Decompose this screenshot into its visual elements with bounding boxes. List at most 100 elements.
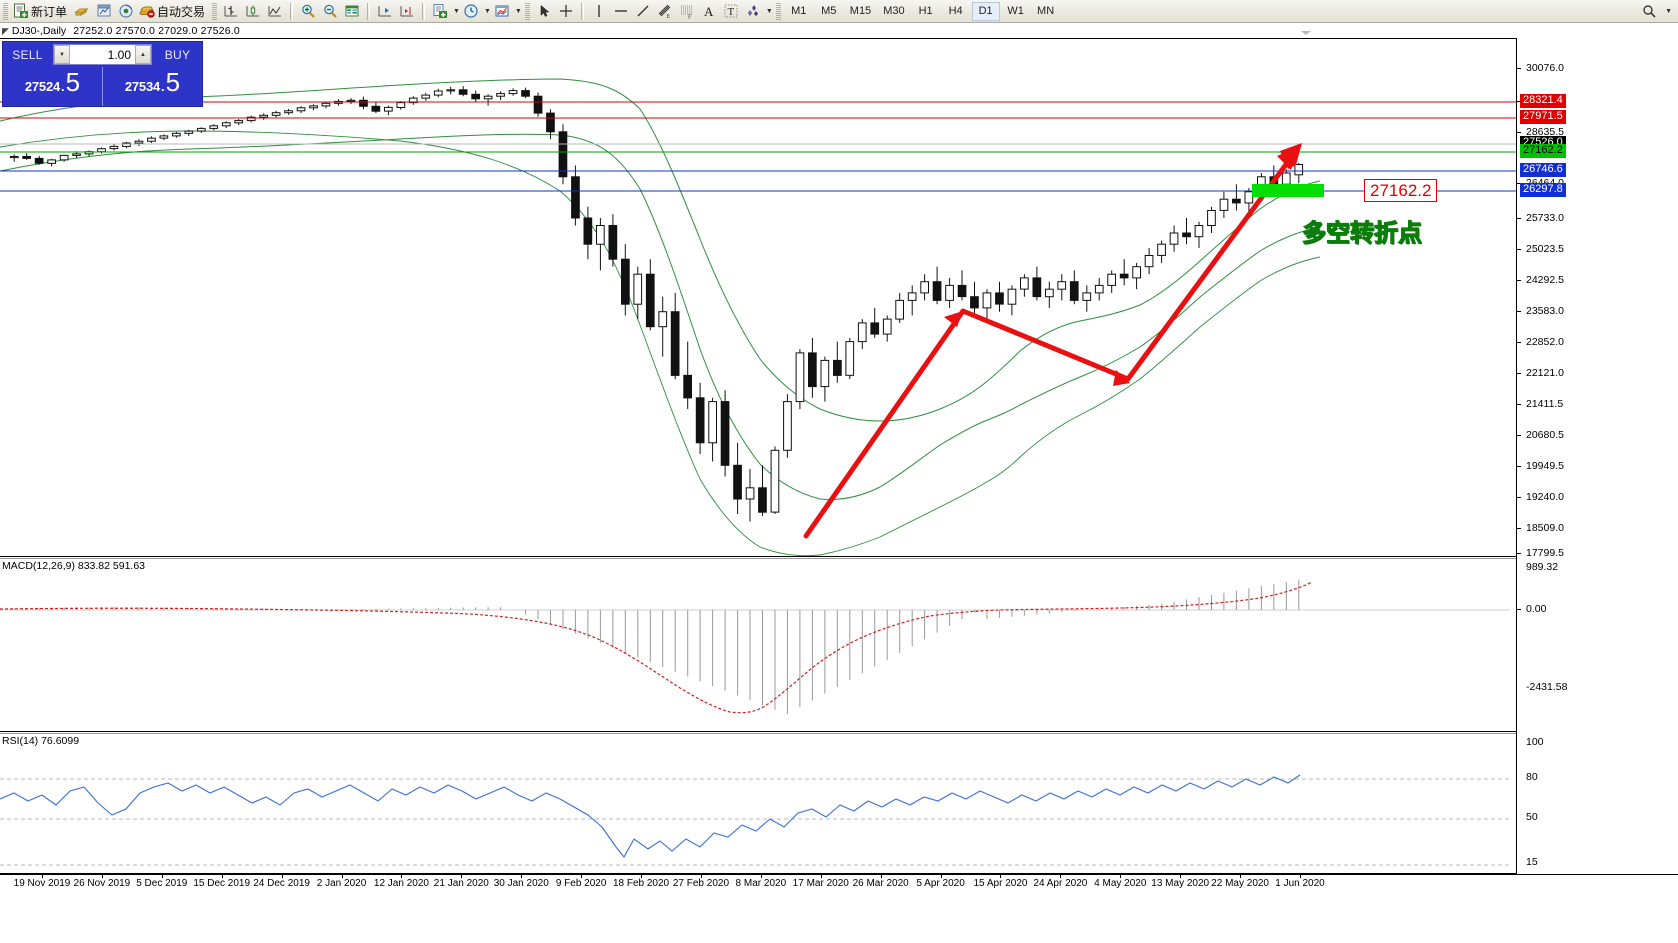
toolbar-grip[interactable] (3, 2, 8, 20)
price-badge-blue-2[interactable]: 26297.8 (1520, 183, 1566, 197)
price-tick-7: 22852.0 (1526, 336, 1564, 348)
sell-button[interactable]: 27524 . 5 (3, 67, 102, 106)
data-grid-button[interactable] (342, 1, 362, 22)
time-tick (221, 875, 223, 878)
price-tick-14: 17799.5 (1526, 547, 1564, 559)
highlight-block (1252, 184, 1324, 197)
toolbar-separator-3 (422, 2, 426, 20)
time-axis[interactable]: 19 Nov 2019 26 Nov 2019 5 Dec 2019 15 Dec 2… (0, 874, 1678, 943)
search-icon (1641, 3, 1657, 19)
pane-separator-rsi (0, 731, 1516, 732)
price-tick-4: 25023.5 (1526, 243, 1564, 255)
line-chart-button[interactable] (265, 1, 285, 22)
trendline-icon (635, 3, 651, 19)
toolbar-grip-4[interactable] (775, 2, 781, 20)
time-axis-label: 26 Mar 2020 (852, 878, 909, 889)
toolbar-grip-3[interactable] (524, 2, 530, 20)
vertical-line-icon (591, 3, 607, 19)
templates-button[interactable] (430, 1, 450, 22)
fibonacci-tool[interactable]: F (677, 1, 697, 22)
bar-chart-button[interactable] (221, 1, 241, 22)
data-window-button[interactable] (94, 1, 114, 22)
main-toolbar: 新订单 (0, 0, 1678, 23)
timeframe-h4[interactable]: H4 (948, 5, 963, 17)
templates-icon (432, 3, 448, 19)
macd-tick-zero: 0.00 (1526, 603, 1547, 615)
chart-shift-button[interactable] (397, 1, 417, 22)
price-tick-13: 18509.0 (1526, 522, 1564, 534)
objects-tool[interactable] (743, 1, 763, 22)
timeframe-group: M1 M5 M15 M30 H1 H4 D1 W1 MN (784, 1, 1061, 21)
autotrading-button[interactable]: 自动交易 (138, 1, 208, 22)
objects-dropdown-caret[interactable]: ▼ (765, 7, 773, 15)
navigator-icon (118, 3, 134, 19)
zoom-out-button[interactable] (320, 1, 340, 22)
terminal-button[interactable] (72, 1, 92, 22)
buy-price-integer: 27534 (124, 79, 161, 94)
indicators-dropdown-caret[interactable]: ▼ (514, 7, 522, 15)
timeframe-h1[interactable]: H1 (918, 5, 933, 17)
candlestick-chart-button[interactable] (243, 1, 263, 22)
trade-panel-header: SELL ▼ 1.00 ▲ BUY (3, 42, 202, 67)
navigator-button[interactable] (116, 1, 136, 22)
timeframe-mn[interactable]: MN (1037, 5, 1055, 17)
chart-canvas[interactable]: 27162.2 多空转折点 MACD(12,26,9) 833.82 591.6… (0, 38, 1516, 874)
price-badge-blue-1[interactable]: 26746.6 (1520, 163, 1566, 177)
toolbar-grip-2[interactable] (212, 2, 218, 20)
text-tool[interactable]: A (699, 1, 719, 22)
timeframe-m1[interactable]: M1 (791, 5, 807, 17)
time-tick (1240, 875, 1242, 878)
period-dropdown-caret[interactable]: ▼ (483, 7, 491, 15)
price-badge-support[interactable]: 27162.2 (1520, 144, 1566, 158)
pane-separator-macd (0, 556, 1516, 557)
volume-decrease-button[interactable]: ▼ (54, 45, 70, 64)
timeframe-m30[interactable]: M30 (883, 5, 905, 17)
period-button[interactable] (461, 1, 481, 22)
symbol-name: DJ30-,Daily (11, 25, 67, 37)
time-tick (581, 875, 583, 878)
timeframe-m5[interactable]: M5 (821, 5, 837, 17)
data-grid-icon (344, 3, 360, 19)
auto-scroll-button[interactable] (375, 1, 395, 22)
vertical-line-tool[interactable] (589, 1, 609, 22)
price-badge-resistance-1[interactable]: 28321.4 (1520, 94, 1566, 108)
search-button[interactable] (1639, 1, 1659, 22)
horizontal-line-tool[interactable] (611, 1, 631, 22)
equidistant-channel-tool[interactable]: E (655, 1, 675, 22)
time-tick (940, 875, 942, 878)
zoom-in-button[interactable] (298, 1, 318, 22)
buy-button[interactable]: 27534 . 5 (103, 67, 202, 106)
text-label-tool[interactable]: T (721, 1, 741, 22)
price-axis[interactable]: 30076.0 29366.5 28635.5 25733.0 25023.5 … (1516, 38, 1678, 874)
crosshair-tool[interactable] (556, 1, 576, 22)
rsi-tick-50: 50 (1526, 811, 1538, 823)
timeframe-w1[interactable]: W1 (1007, 5, 1024, 17)
buy-label[interactable]: BUY (164, 47, 191, 62)
toolbar-separator-4 (580, 2, 584, 20)
time-tick (1000, 875, 1002, 878)
timeframe-m15[interactable]: M15 (849, 5, 872, 17)
indicators-button[interactable] (492, 1, 512, 22)
search-dropdown-caret[interactable]: ▼ (1665, 7, 1672, 15)
timeframe-d1[interactable]: D1 (971, 1, 1000, 21)
sell-price-separator: . (61, 79, 65, 94)
time-axis-label: 8 Mar 2020 (735, 878, 787, 889)
toolbar-separator-2 (367, 2, 371, 20)
volume-increase-button[interactable]: ▲ (135, 45, 151, 64)
horizontal-line-icon (613, 3, 629, 19)
one-click-trading-panel[interactable]: SELL ▼ 1.00 ▲ BUY 27524 . 5 27534 . 5 (2, 41, 203, 107)
templates-dropdown-caret[interactable]: ▼ (453, 7, 460, 15)
new-order-button[interactable]: 新订单 (12, 1, 70, 22)
sell-label[interactable]: SELL (12, 47, 43, 62)
rsi-indicator-label: RSI(14) 76.6099 (2, 735, 80, 747)
price-tick-2: 28635.5 (1526, 126, 1564, 138)
price-tick-12: 19240.0 (1526, 491, 1564, 503)
volume-value[interactable]: 1.00 (107, 47, 131, 62)
time-tick (760, 875, 762, 878)
price-badge-resistance-2[interactable]: 27971.5 (1520, 110, 1566, 124)
trendline-tool[interactable] (633, 1, 653, 22)
chart-scroll-handle[interactable] (1298, 24, 1314, 35)
volume-stepper[interactable]: ▼ 1.00 ▲ (53, 44, 152, 65)
price-pane-graphics (0, 78, 1516, 557)
cursor-tool[interactable] (534, 1, 554, 22)
